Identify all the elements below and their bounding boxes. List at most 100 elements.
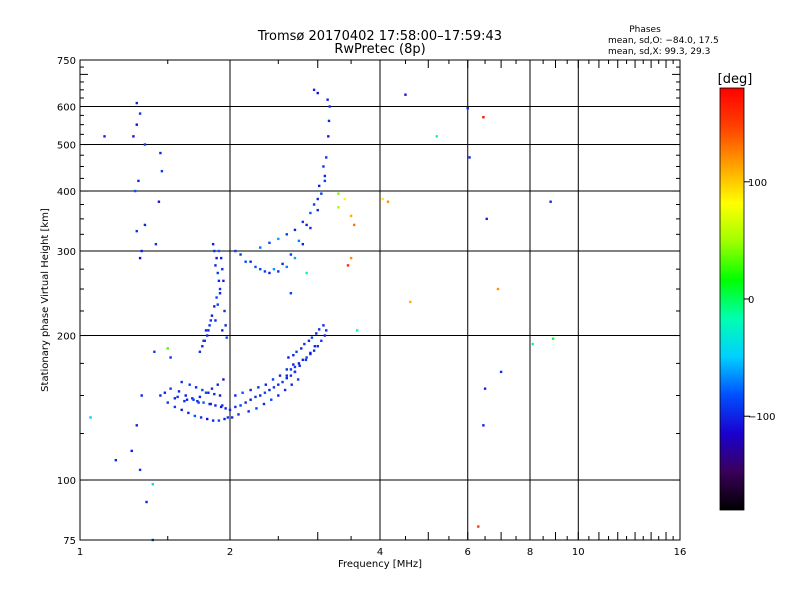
data-point: [293, 228, 297, 232]
data-point: [221, 329, 224, 332]
data-point: [103, 135, 106, 138]
chart-subtitle: RwPretec (8p): [334, 42, 425, 57]
x-tick-label: 6: [465, 547, 471, 558]
data-point: [193, 414, 197, 418]
data-point: [218, 287, 222, 291]
data-point: [89, 416, 92, 419]
data-point: [138, 468, 142, 472]
data-point: [531, 342, 534, 346]
x-tick-label: 10: [572, 547, 585, 558]
data-point: [271, 378, 275, 381]
y-tick-label: 200: [57, 332, 76, 343]
y-tick-label: 400: [57, 187, 76, 198]
data-point: [303, 342, 306, 346]
data-point: [222, 378, 225, 381]
data-point: [228, 408, 232, 412]
data-point: [249, 260, 252, 263]
data-point: [159, 394, 162, 397]
data-point: [192, 398, 195, 401]
data-point: [132, 135, 135, 138]
data-point: [285, 265, 288, 269]
data-point: [281, 380, 284, 384]
data-point: [160, 169, 164, 173]
colorbar-tick-label: 100: [748, 178, 767, 189]
data-point: [218, 292, 222, 295]
data-point: [317, 184, 321, 188]
data-point: [277, 394, 280, 397]
data-point: [301, 220, 305, 224]
data-point: [244, 260, 247, 263]
data-point: [307, 339, 311, 343]
data-point: [278, 374, 282, 377]
data-point: [176, 395, 179, 399]
y-tick-label: 500: [57, 141, 76, 152]
data-point: [313, 345, 317, 348]
data-point: [191, 397, 194, 400]
data-point: [297, 239, 301, 243]
data-point: [185, 398, 189, 401]
colorbar: [719, 87, 745, 511]
data-point: [268, 388, 271, 392]
data-point: [312, 88, 316, 92]
data-point: [194, 386, 198, 389]
data-point: [285, 374, 288, 377]
data-point: [301, 242, 305, 246]
data-point: [323, 179, 327, 183]
data-point: [234, 394, 237, 397]
x-axis-label: Frequency [MHz]: [338, 559, 422, 570]
colorbar-label: [deg]: [718, 72, 753, 87]
colorbar-tick-label: −100: [748, 412, 775, 423]
data-point: [322, 324, 325, 327]
data-point: [159, 151, 162, 155]
data-point: [287, 356, 290, 359]
data-point: [352, 223, 356, 227]
data-point: [485, 217, 488, 221]
x-tick-labels: 1 2 4 6 8 10 16: [77, 547, 687, 558]
y-tick-labels: 75 100 200 300 400 500 600 750: [57, 56, 76, 547]
data-point: [135, 123, 138, 126]
data-point: [551, 337, 555, 340]
data-point: [549, 200, 552, 203]
data-point: [259, 394, 262, 397]
data-point: [221, 404, 224, 407]
data-point: [213, 305, 216, 308]
data-point: [298, 364, 301, 367]
data-point: [203, 339, 206, 343]
data-point: [346, 264, 350, 267]
data-point: [217, 419, 221, 422]
data-point: [133, 189, 137, 193]
data-point: [317, 328, 321, 331]
data-point: [219, 405, 223, 409]
plot-frame: [79, 59, 681, 541]
data-point: [337, 192, 340, 195]
data-point: [295, 350, 298, 353]
y-tick-label: 750: [57, 56, 76, 67]
data-point: [211, 242, 215, 246]
data-point: [355, 329, 359, 332]
data-point: [327, 135, 330, 138]
data-point: [209, 402, 212, 406]
data-point: [239, 404, 242, 407]
data-point: [222, 279, 225, 283]
data-point: [214, 319, 217, 322]
y-tick-label: 300: [57, 247, 76, 258]
data-point: [223, 309, 226, 313]
y-tick-label: 75: [63, 536, 76, 547]
data-point: [135, 229, 138, 233]
data-point: [114, 458, 118, 462]
data-point: [305, 223, 308, 227]
data-point: [143, 143, 147, 146]
data-point: [316, 208, 319, 212]
data-point: [130, 449, 133, 453]
data-point: [263, 270, 267, 273]
x-tick-label: 16: [674, 547, 687, 558]
phase-info-x: mean, sd,X: 99.3, 29.3: [608, 47, 710, 57]
data-point: [187, 411, 190, 415]
data-point: [202, 339, 205, 343]
data-point: [138, 112, 142, 115]
data-point: [199, 416, 203, 419]
data-point: [305, 356, 308, 359]
data-point: [224, 407, 227, 410]
grid-lines: [80, 60, 680, 540]
data-point: [169, 387, 172, 390]
